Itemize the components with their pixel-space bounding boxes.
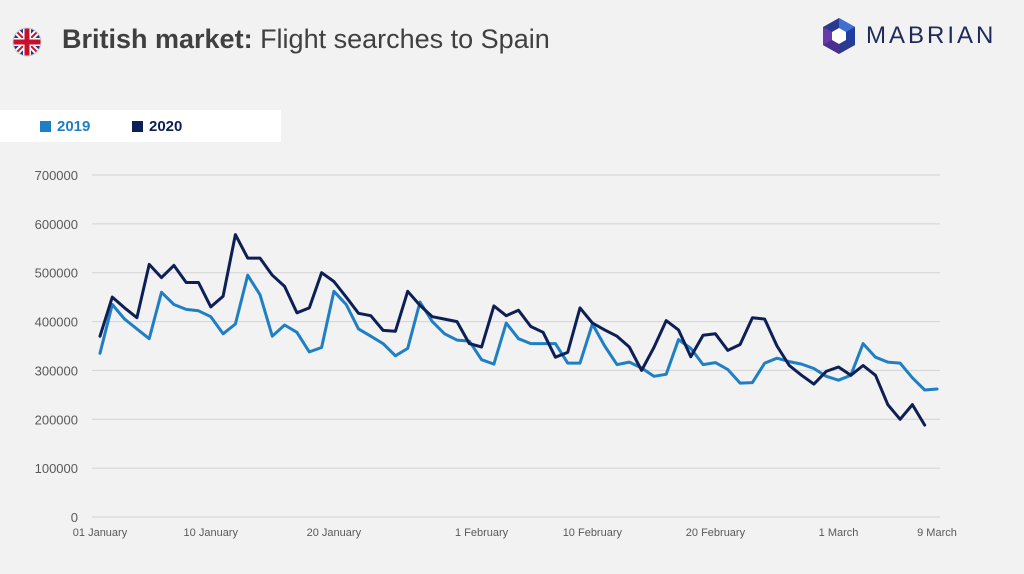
- y-tick-label: 0: [71, 510, 78, 525]
- x-tick-label: 01 January: [73, 527, 128, 539]
- hexagon-logo-icon: [823, 18, 855, 54]
- legend-swatch-2020: [132, 121, 143, 132]
- chart-legend: 2019 2020: [0, 110, 281, 142]
- series-line-2020: [98, 233, 927, 427]
- legend-item-2020: 2020: [132, 118, 182, 135]
- legend-swatch-2019: [40, 121, 51, 132]
- title-rest: Flight searches to Spain: [252, 24, 550, 54]
- line-chart: 0 100000 200000 300000 400000 500000 600000 700…: [35, 168, 957, 539]
- page-title: British market: Flight searches to Spain: [62, 24, 550, 55]
- y-tick-label: 500000: [35, 266, 78, 281]
- y-tick-label: 200000: [35, 412, 78, 427]
- x-tick-label: 1 March: [819, 527, 859, 539]
- y-tick-label: 400000: [35, 315, 78, 330]
- uk-flag-icon: [12, 27, 42, 57]
- brand-logo: MABRIAN: [820, 16, 1010, 56]
- y-tick-label: 100000: [35, 461, 78, 476]
- legend-item-2019: 2019: [40, 118, 90, 135]
- x-tick-label: 20 February: [686, 527, 746, 539]
- x-tick-label: 9 March: [917, 527, 957, 539]
- x-tick-label: 20 January: [307, 527, 362, 539]
- y-tick-label: 600000: [35, 217, 78, 232]
- legend-label-2020: 2020: [149, 118, 183, 135]
- y-tick-label: 700000: [35, 168, 78, 183]
- x-tick-label: 10 January: [184, 527, 239, 539]
- x-tick-label: 10 February: [563, 527, 623, 539]
- header: British market: Flight searches to Spain…: [0, 0, 1024, 80]
- legend-label-2019: 2019: [57, 118, 91, 135]
- x-tick-label: 1 February: [455, 527, 509, 539]
- y-tick-label: 300000: [35, 363, 78, 378]
- logo-text: MABRIAN: [866, 22, 997, 49]
- title-bold: British market:: [62, 24, 253, 54]
- series-line-2019: [98, 273, 939, 392]
